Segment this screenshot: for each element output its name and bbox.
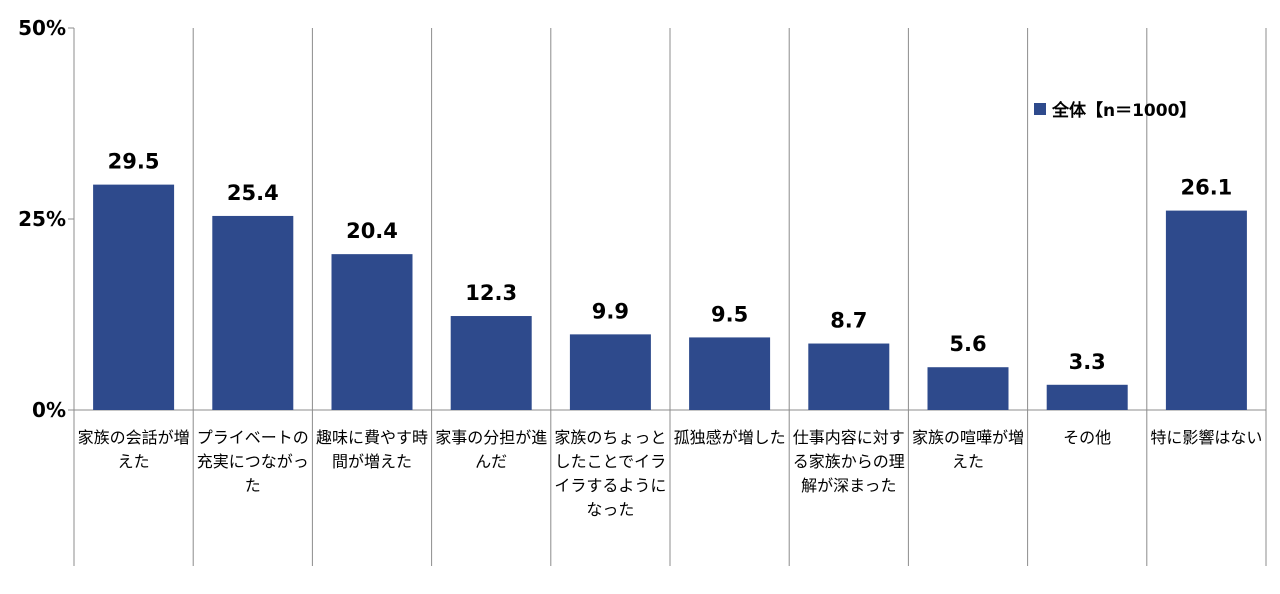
category-label: 特に影響はない <box>1150 428 1263 447</box>
bar <box>1046 384 1128 410</box>
bar <box>93 184 175 410</box>
category-label: 家族のちょっとしたことでイライラするようになった <box>554 428 667 519</box>
legend-label: 全体【n＝1000】 <box>1052 101 1197 121</box>
data-label: 20.4 <box>346 219 398 243</box>
data-label: 3.3 <box>1069 350 1106 374</box>
data-label: 12.3 <box>465 281 517 305</box>
bar <box>1165 210 1247 410</box>
data-label: 25.4 <box>227 181 279 205</box>
category-label: 家事の分担が進んだ <box>435 428 548 471</box>
category-label: 孤独感が増した <box>673 428 786 447</box>
legend-swatch <box>1034 102 1046 115</box>
category-label: 仕事内容に対する家族からの理解が深まった <box>792 428 905 495</box>
category-label: 家族の会話が増えた <box>77 428 190 471</box>
data-label: 9.5 <box>711 302 748 326</box>
category-label: 趣味に費やす時間が増えた <box>316 428 429 471</box>
bar <box>808 343 890 410</box>
y-tick-label: 25% <box>18 207 66 231</box>
data-label: 9.9 <box>592 299 629 323</box>
category-label: その他 <box>1063 428 1112 447</box>
y-tick-label: 50% <box>18 16 66 40</box>
category-label: プライベートの充実につながった <box>196 428 309 495</box>
data-label: 8.7 <box>830 309 867 333</box>
bar <box>927 367 1009 410</box>
bar <box>689 337 771 410</box>
bar <box>212 215 294 410</box>
data-label: 5.6 <box>949 332 986 356</box>
data-label: 29.5 <box>108 150 160 174</box>
bar <box>450 316 532 410</box>
category-label: 家族の喧嘩が増えた <box>912 428 1025 471</box>
bar <box>331 254 413 410</box>
legend: 全体【n＝1000】 <box>1034 96 1196 121</box>
bar <box>569 334 651 410</box>
y-tick-label: 0% <box>32 398 66 422</box>
data-label: 26.1 <box>1180 176 1232 200</box>
